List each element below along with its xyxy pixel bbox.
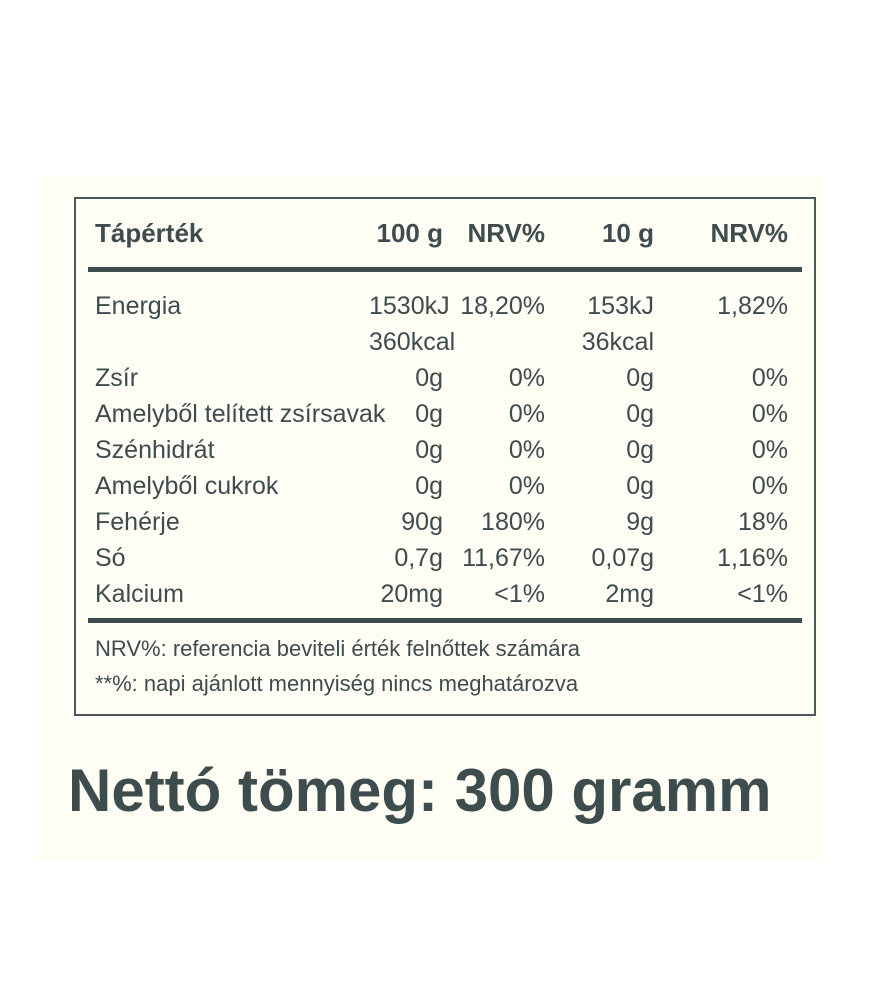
value-100g: 1530kJ <box>369 292 450 320</box>
nrv-10g: 18% <box>737 508 788 536</box>
value-10g: 0g <box>626 436 654 464</box>
value-100g: 20mg <box>380 580 443 608</box>
value-10g: 2mg <box>605 580 654 608</box>
footer-divider-rule <box>88 618 802 623</box>
nrv-10g: 0% <box>751 436 788 464</box>
nrv-100g: 11,67% <box>462 544 545 572</box>
nutrient-name: Fehérje <box>95 508 180 536</box>
nrv-10g: <1% <box>737 580 788 608</box>
value-10g: 0g <box>626 400 654 428</box>
nutrition-facts-box: Tápérték 100 g NRV% 10 g NRV% Energia 15… <box>74 197 816 716</box>
header-nrv-100g: NRV% <box>467 217 545 248</box>
nutrient-name: Zsír <box>95 364 139 392</box>
header-per-100g: 100 g <box>376 217 444 248</box>
value-10g: 0,07g <box>591 544 654 572</box>
table-row-energia-kcal: 360kcal 36kcal <box>76 324 814 360</box>
nrv-100g: 0% <box>508 400 545 428</box>
value-10g: 0g <box>626 472 654 500</box>
table-row-kalcium: Kalcium 20mg <1% 2mg <1% <box>76 576 814 612</box>
nrv-100g: 0% <box>508 364 545 392</box>
nrv-10g: 1,16% <box>717 544 788 572</box>
nrv-100g: 0% <box>508 472 545 500</box>
nutrient-name: Só <box>95 544 126 572</box>
value-10g: 153kJ <box>587 292 654 320</box>
value-10g: 0g <box>626 364 654 392</box>
table-row-szenhidrat: Szénhidrát 0g 0% 0g 0% <box>76 432 814 468</box>
nrv-10g: 1,82% <box>717 292 788 320</box>
value-100g: 90g <box>401 508 443 536</box>
table-row-cukrok: Amelyből cukrok 0g 0% 0g 0% <box>76 468 814 504</box>
nrv-100g: 0% <box>508 436 545 464</box>
header-divider-rule <box>88 267 802 272</box>
value-100g: 0g <box>415 364 443 392</box>
value-100g: 0g <box>415 472 443 500</box>
value-10g: 36kcal <box>581 328 654 356</box>
net-weight-text: Nettó tömeg: 300 gramm <box>68 757 772 824</box>
value-100g: 360kcal <box>369 328 456 356</box>
nrv-100g: <1% <box>494 580 545 608</box>
nrv-10g: 0% <box>751 400 788 428</box>
nutrient-name: Energia <box>95 292 182 320</box>
table-row-so: Só 0,7g 11,67% 0,07g 1,16% <box>76 540 814 576</box>
nrv-10g: 0% <box>751 364 788 392</box>
table-row-telitett-zsirsavak: Amelyből telített zsírsavak 0g 0% 0g 0% <box>76 396 814 432</box>
nutrient-name: Amelyből cukrok <box>95 472 279 500</box>
value-10g: 9g <box>626 508 654 536</box>
nutrient-name: Szénhidrát <box>95 436 215 464</box>
table-row-zsir: Zsír 0g 0% 0g 0% <box>76 360 814 396</box>
footnote-daily-amount: **%: napi ajánlott mennyiség nincs megha… <box>95 671 579 696</box>
nutrient-name: Amelyből telített zsírsavak <box>95 400 386 428</box>
nrv-100g: 180% <box>481 508 545 536</box>
header-per-10g: 10 g <box>601 217 654 248</box>
header-nutrient-column: Tápérték <box>95 217 204 248</box>
nrv-10g: 0% <box>751 472 788 500</box>
value-100g: 0g <box>415 436 443 464</box>
value-100g: 0g <box>415 400 443 428</box>
nutrition-rows: Energia 1530kJ 18,20% 153kJ 1,82% 360kca… <box>76 272 814 612</box>
footnotes: NRV%: referencia beviteli érték felnőtte… <box>76 623 814 701</box>
footnote-nrv: NRV%: referencia beviteli érték felnőtte… <box>95 636 581 661</box>
table-row-feherje: Fehérje 90g 180% 9g 18% <box>76 504 814 540</box>
value-100g: 0,7g <box>394 544 443 572</box>
nutrition-header-row: Tápérték 100 g NRV% 10 g NRV% <box>76 199 814 267</box>
header-nrv-10g: NRV% <box>710 217 788 248</box>
table-row-energia: Energia 1530kJ 18,20% 153kJ 1,82% <box>76 288 814 324</box>
nutrient-name: Kalcium <box>95 580 184 608</box>
nrv-100g: 18,20% <box>460 292 545 320</box>
